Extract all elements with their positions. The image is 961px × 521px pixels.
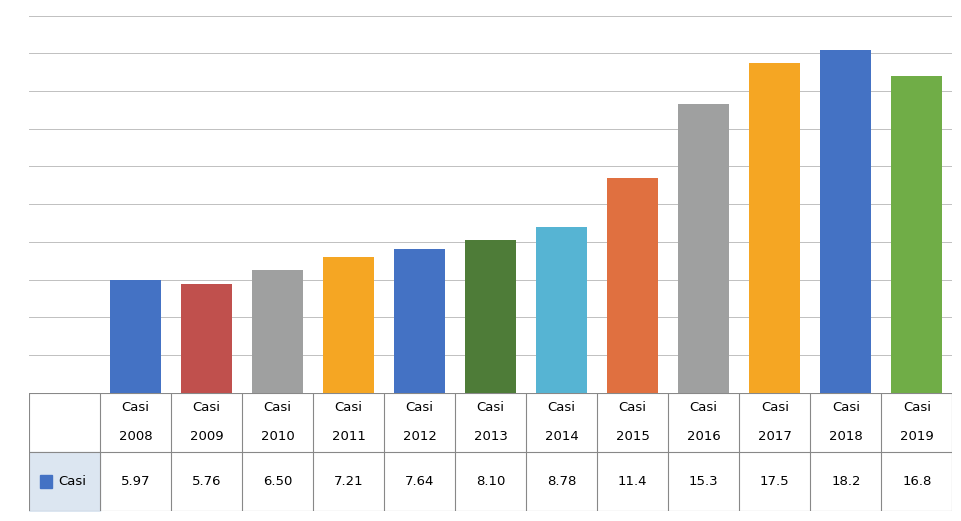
Text: 2016: 2016 bbox=[686, 430, 720, 443]
Bar bbox=[110, 280, 160, 393]
Text: 2015: 2015 bbox=[615, 430, 649, 443]
Text: 2011: 2011 bbox=[332, 430, 365, 443]
Text: 2017: 2017 bbox=[757, 430, 791, 443]
Text: Casi: Casi bbox=[547, 401, 575, 414]
Text: Casi: Casi bbox=[121, 401, 149, 414]
Text: Casi: Casi bbox=[689, 401, 717, 414]
Text: Casi: Casi bbox=[406, 401, 433, 414]
Text: 6.50: 6.50 bbox=[262, 475, 292, 488]
Text: 15.3: 15.3 bbox=[688, 475, 718, 488]
Text: 2008: 2008 bbox=[118, 430, 152, 443]
Bar bbox=[749, 63, 800, 393]
Text: Casi: Casi bbox=[760, 401, 788, 414]
Text: 2014: 2014 bbox=[544, 430, 578, 443]
Text: 16.8: 16.8 bbox=[901, 475, 930, 488]
Bar bbox=[535, 227, 586, 393]
Text: 2012: 2012 bbox=[403, 430, 436, 443]
Bar bbox=[464, 240, 516, 393]
Bar bbox=[394, 249, 445, 393]
Bar bbox=[678, 104, 728, 393]
Bar bbox=[39, 475, 52, 488]
Text: 5.97: 5.97 bbox=[120, 475, 150, 488]
Bar bbox=[890, 76, 942, 393]
Text: 11.4: 11.4 bbox=[617, 475, 647, 488]
Text: Casi: Casi bbox=[618, 401, 646, 414]
Text: 7.21: 7.21 bbox=[333, 475, 363, 488]
Text: 17.5: 17.5 bbox=[759, 475, 789, 488]
Bar bbox=[820, 49, 871, 393]
Text: Casi: Casi bbox=[831, 401, 859, 414]
Text: 5.76: 5.76 bbox=[191, 475, 221, 488]
Text: Casi: Casi bbox=[902, 401, 930, 414]
Text: 2018: 2018 bbox=[828, 430, 862, 443]
Bar bbox=[181, 284, 232, 393]
Text: 2010: 2010 bbox=[260, 430, 294, 443]
Text: Casi: Casi bbox=[192, 401, 220, 414]
Text: 18.2: 18.2 bbox=[830, 475, 860, 488]
Text: 2013: 2013 bbox=[473, 430, 507, 443]
Text: 2019: 2019 bbox=[899, 430, 933, 443]
Text: Casi: Casi bbox=[263, 401, 291, 414]
Text: Casi: Casi bbox=[59, 475, 86, 488]
Text: 8.10: 8.10 bbox=[476, 475, 505, 488]
Text: 2009: 2009 bbox=[189, 430, 223, 443]
Text: Casi: Casi bbox=[334, 401, 362, 414]
Text: 7.64: 7.64 bbox=[405, 475, 433, 488]
Bar bbox=[323, 257, 374, 393]
Bar bbox=[606, 178, 657, 393]
Text: Casi: Casi bbox=[476, 401, 505, 414]
Text: 8.78: 8.78 bbox=[547, 475, 576, 488]
Bar bbox=[252, 270, 303, 393]
